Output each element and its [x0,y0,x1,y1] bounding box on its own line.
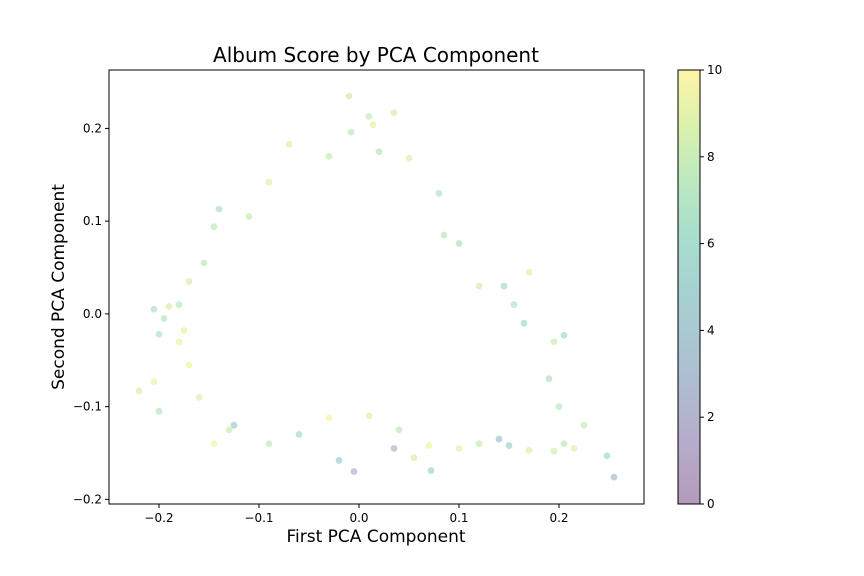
colorbar-tick-label: 0 [707,497,715,511]
data-point [580,421,588,429]
data-point [150,378,158,385]
data-point [265,440,273,448]
data-point [195,393,203,401]
data-point [225,426,233,434]
data-point [325,152,333,160]
data-point [440,231,448,239]
data-point [155,407,163,415]
x-tick-label: 0.1 [449,511,468,525]
data-point [265,178,273,186]
data-point [347,128,355,136]
data-point [365,112,373,120]
colorbar-tick-label: 10 [707,63,722,77]
data-point [520,319,528,327]
data-point [425,442,433,449]
data-point [295,431,303,438]
data-point [390,444,398,452]
data-point [610,473,618,481]
data-point [335,457,343,464]
y-tick-label: 0.2 [83,121,102,135]
data-point [525,446,533,454]
x-tick-label: −0.2 [144,511,173,525]
data-point [410,454,418,462]
data-point [405,154,413,162]
x-tick-label: 0.0 [349,511,368,525]
data-point [560,331,568,339]
data-point [345,92,353,100]
data-point [603,452,611,460]
data-point [215,205,223,213]
colorbar [678,70,700,504]
x-tick-label: 0.2 [549,511,568,525]
data-point [375,148,383,156]
chart-title: Album Score by PCA Component [213,43,539,67]
data-point [175,301,183,309]
data-point [325,414,333,422]
data-point [525,268,533,276]
data-point [180,327,188,334]
data-point [285,140,293,148]
x-tick-label: −0.1 [244,511,273,525]
y-axis: −0.2 −0.1 0.0 0.1 0.2 [73,121,109,506]
data-point [155,330,163,338]
data-point [165,303,173,310]
data-point [500,282,508,290]
data-point [185,361,193,369]
data-point [455,444,463,452]
data-point [200,259,208,267]
data-point [210,440,218,448]
points-layer [135,92,618,481]
data-point [555,403,563,411]
colorbar-tick-label: 4 [707,323,715,337]
x-axis-label: First PCA Component [286,527,465,547]
data-point [210,223,218,231]
data-point [245,213,253,220]
data-point [560,440,568,448]
data-point [505,442,513,449]
y-tick-label: 0.1 [83,214,102,228]
colorbar-frame [677,69,701,505]
y-tick-label: 0.0 [83,307,102,321]
data-point [545,375,553,383]
data-point [365,412,373,420]
data-point [550,338,558,346]
y-tick-label: −0.1 [73,400,102,414]
x-axis: −0.2 −0.1 0.0 0.1 0.2 [144,504,569,525]
data-point [135,387,143,395]
data-point [350,468,358,475]
data-point [570,444,578,452]
data-point [175,338,183,346]
data-point [475,282,483,290]
data-point [185,278,193,285]
data-point [390,109,398,117]
data-point [369,121,377,129]
y-tick-label: −0.2 [73,492,102,506]
colorbar-tick-label: 8 [707,150,715,164]
y-axis-label: Second PCA Component [49,184,69,390]
data-point [395,426,403,434]
data-point [455,240,463,247]
data-point [160,315,168,322]
data-point [550,447,558,455]
data-point [150,305,158,313]
data-point [427,467,435,475]
colorbar-tick-label: 6 [707,237,715,251]
data-point [495,435,503,443]
data-point [475,440,483,448]
colorbar-tick-label: 2 [707,410,715,424]
colorbar-ticks: 0 2 4 6 8 10 [700,63,722,511]
plot-frame [108,69,645,505]
data-point [510,301,518,309]
data-point [230,421,238,429]
data-point [435,189,443,197]
